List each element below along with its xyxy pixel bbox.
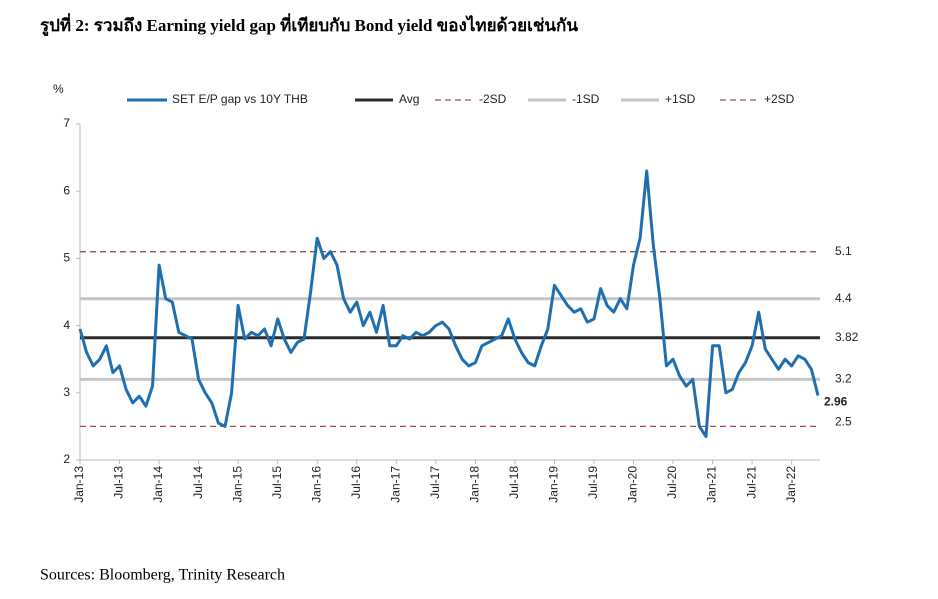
reference-label: 3.2 xyxy=(835,372,852,386)
x-tick-label: Jan-20 xyxy=(626,466,640,503)
x-tick-label: Jan-19 xyxy=(547,466,561,503)
x-tick-label: Jan-18 xyxy=(468,466,482,503)
legend-label: -2SD xyxy=(479,92,507,106)
legend-label: Avg xyxy=(399,92,419,106)
x-tick-label: Jan-17 xyxy=(388,466,402,503)
legend-label: SET E/P gap vs 10Y THB xyxy=(172,92,308,106)
series-line xyxy=(78,169,820,438)
y-tick-label: 2 xyxy=(63,452,70,466)
legend-label: +1SD xyxy=(665,92,696,106)
last-value-label: 2.96 xyxy=(824,395,848,409)
reference-label: 2.5 xyxy=(835,415,852,429)
x-tick-label: Jan-22 xyxy=(784,466,798,503)
x-tick-label: Jan-13 xyxy=(72,466,86,503)
y-tick-label: 4 xyxy=(63,318,70,332)
x-tick-label: Jan-21 xyxy=(705,466,719,503)
y-tick-label: 7 xyxy=(63,116,70,130)
x-tick-label: Jan-16 xyxy=(309,466,323,503)
x-tick-label: Jan-14 xyxy=(151,466,165,503)
source: Sources: Bloomberg, Trinity Research xyxy=(40,567,285,584)
y-tick-label: 6 xyxy=(63,183,70,197)
x-tick-label: Jul-18 xyxy=(507,466,521,499)
x-tick-label: Jul-17 xyxy=(428,466,442,499)
x-tick-label: Jan-15 xyxy=(230,466,244,503)
x-tick-label: Jul-19 xyxy=(586,466,600,499)
legend-label: -1SD xyxy=(572,92,600,106)
legend-label: +2SD xyxy=(764,92,795,106)
x-tick-label: Jul-14 xyxy=(191,466,205,499)
reference-label: 3.82 xyxy=(835,330,859,344)
x-tick-label: Jul-21 xyxy=(744,466,758,499)
x-tick-label: Jul-15 xyxy=(270,466,284,499)
reference-label: 4.4 xyxy=(835,291,852,305)
y-tick-label: 5 xyxy=(63,251,70,265)
chart-title: รูปที่ 2: รวมถึง Earning yield gap ที่เท… xyxy=(40,13,578,37)
x-tick-label: Jul-16 xyxy=(349,466,363,499)
reference-label: 5.1 xyxy=(835,244,852,258)
y-tick-label: 3 xyxy=(63,385,70,399)
x-tick-label: Jul-20 xyxy=(665,466,679,499)
x-tick-label: Jul-13 xyxy=(112,466,126,499)
y-axis-label: % xyxy=(53,82,64,96)
